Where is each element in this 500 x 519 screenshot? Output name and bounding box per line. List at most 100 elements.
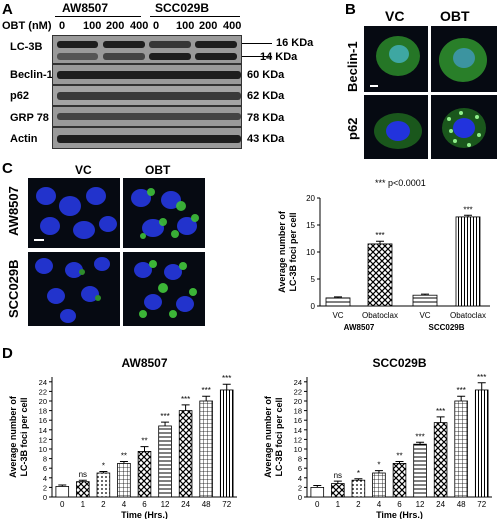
x-tick-label: 72	[222, 500, 231, 509]
bar	[96, 472, 111, 498]
if-image-scc029b-vc	[28, 252, 120, 326]
band	[149, 41, 191, 48]
panel-c-row-scc029b: SCC029B	[6, 259, 21, 318]
header-underline-right	[150, 16, 240, 17]
significance-mark: ***	[181, 395, 190, 404]
y-axis-title-line2: LC-3B foci per cell	[288, 212, 298, 291]
x-axis-title: Time (Hrs.)	[376, 510, 423, 519]
bar	[367, 243, 393, 307]
panel-label-b: B	[345, 1, 356, 18]
error-bar	[416, 441, 425, 445]
panel-label-d: D	[2, 345, 13, 362]
group-label: AW8507	[344, 323, 375, 332]
protein-label-beclin1: Beclin-1	[10, 69, 53, 81]
error-bar	[99, 471, 108, 473]
y-axis-title-line1: Average number of	[8, 395, 18, 478]
y-tick-label: 24	[294, 378, 302, 387]
error-bar	[78, 479, 87, 482]
y-tick-label: 4	[43, 474, 47, 483]
x-tick-label: 72	[477, 500, 486, 509]
blot-strip-beclin1	[52, 64, 242, 85]
error-bar	[464, 214, 472, 217]
bar	[117, 463, 131, 498]
chart-title: SCC029B	[372, 356, 426, 370]
y-axis-title-line2: LC-3B foci per cell	[19, 397, 29, 476]
y-tick-label: 10	[306, 248, 315, 257]
y-tick-label: 20	[39, 397, 47, 406]
error-bar	[222, 383, 231, 390]
if-image-aw8507-vc	[28, 178, 120, 248]
bar	[325, 297, 351, 307]
blot-header-aw8507: AW8507	[62, 1, 109, 15]
y-tick-label: 18	[294, 407, 302, 416]
y-tick-label: 18	[39, 407, 47, 416]
protein-label-grp78: GRP 78	[10, 112, 49, 124]
band	[149, 53, 191, 60]
bar	[412, 294, 438, 307]
panel-b-row-beclin1: Beclin-1	[345, 41, 360, 92]
x-tick-label: 6	[397, 500, 402, 509]
blot-header-scc029b: SCC029B	[155, 1, 210, 15]
band	[57, 53, 98, 60]
x-axis-title: Time (Hrs.)	[121, 510, 168, 519]
dose-label: 200	[199, 20, 218, 32]
x-tick-label: Obatoclax	[362, 311, 398, 320]
y-axis-title-line1: Average number of	[263, 395, 273, 478]
band	[103, 41, 145, 48]
y-tick-label: 12	[39, 435, 47, 444]
y-tick-label: 22	[294, 387, 302, 396]
x-tick-label: 24	[436, 500, 445, 509]
error-bar	[140, 446, 149, 452]
dose-label: 100	[83, 20, 102, 32]
chart-c-lc3b-foci: 0 5 10 15 20 Average number of LC-3B foci per …	[277, 178, 490, 332]
dose-label: 400	[223, 20, 242, 32]
significance-mark: ns	[334, 471, 342, 480]
band	[57, 113, 241, 120]
error-bar	[202, 395, 211, 401]
error-bar	[181, 404, 190, 411]
protein-label-actin: Actin	[10, 133, 38, 145]
significance-mark: ***	[375, 231, 384, 240]
x-tick-label: 24	[181, 500, 190, 509]
bar	[55, 486, 70, 498]
error-bar	[333, 480, 342, 484]
x-tick-label: 0	[60, 500, 65, 509]
y-tick-label: 8	[298, 455, 302, 464]
y-tick-label: 2	[298, 483, 302, 492]
significance-mark: ***	[477, 373, 486, 382]
y-tick-label: 6	[43, 464, 47, 473]
size-label-78kda: 78 KDa	[247, 112, 285, 124]
panel-b-col-obt: OBT	[440, 8, 470, 24]
y-tick-label: 0	[311, 302, 316, 311]
if-image-p62-vc	[364, 95, 428, 159]
panel-b-col-vc: VC	[385, 8, 405, 24]
x-tick-label: 2	[356, 500, 361, 509]
y-tick-label: 16	[39, 416, 47, 425]
band	[57, 41, 98, 48]
error-bar	[313, 484, 322, 488]
y-tick-label: 8	[43, 455, 47, 464]
y-tick-label: 14	[294, 426, 302, 435]
y-tick-label: 20	[294, 397, 302, 406]
band	[195, 53, 237, 60]
x-tick-label: 4	[122, 500, 127, 509]
protein-label-lc3b: LC-3B	[10, 41, 43, 53]
y-tick-label: 16	[294, 416, 302, 425]
bar	[76, 481, 90, 498]
bar	[474, 389, 489, 498]
size-label-14kda: 14 KDa	[260, 51, 298, 63]
x-tick-label: VC	[419, 311, 430, 320]
header-underline-left	[55, 16, 141, 17]
size-label-16kda: 16 KDa	[276, 37, 314, 49]
dose-label: 200	[106, 20, 125, 32]
x-tick-label: 1	[336, 500, 341, 509]
size-label-43kda: 43 KDa	[247, 133, 285, 145]
significance-mark: **	[396, 451, 402, 460]
significance-mark: **	[141, 437, 147, 446]
x-tick-label: 0	[315, 500, 320, 509]
x-tick-label: 48	[457, 500, 466, 509]
error-bar	[436, 416, 445, 423]
error-bar	[334, 296, 342, 298]
significance-mark: ***	[415, 432, 424, 441]
